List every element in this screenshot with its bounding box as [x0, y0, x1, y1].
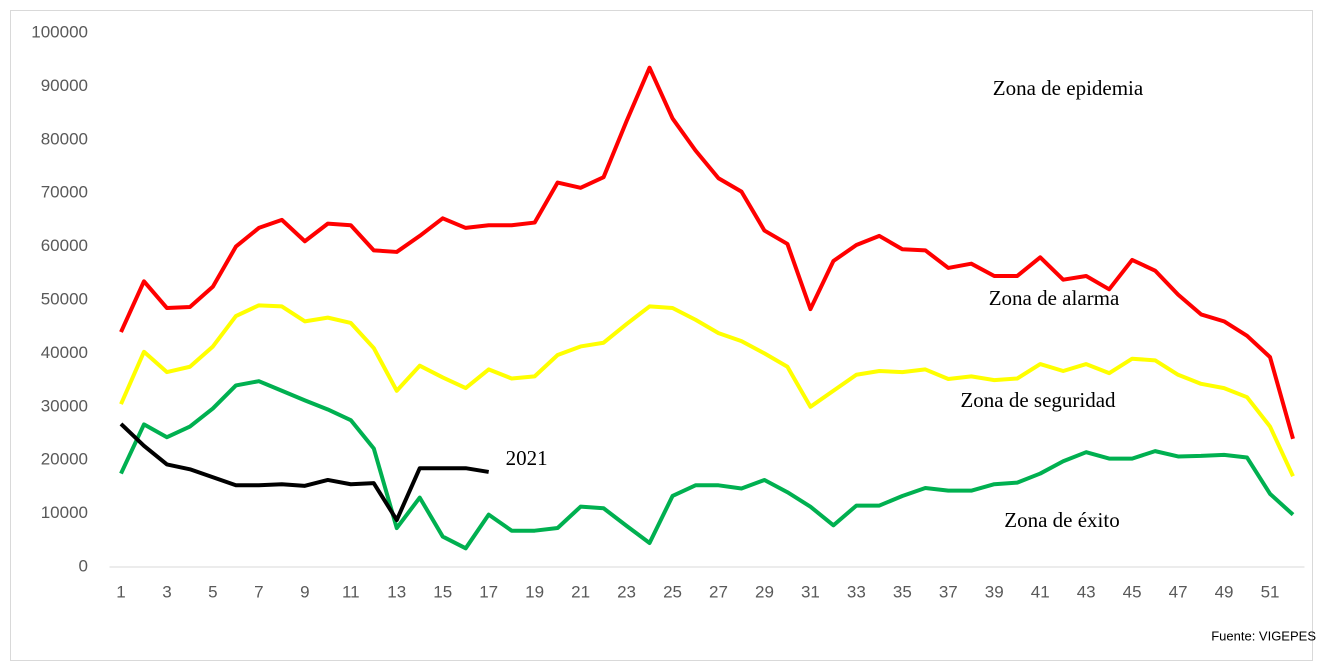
x-tick-label: 1	[116, 582, 125, 601]
y-tick-label: 10000	[41, 503, 88, 522]
y-tick-label: 30000	[41, 396, 88, 415]
x-tick-label: 35	[893, 582, 912, 601]
x-tick-label: 23	[617, 582, 636, 601]
x-tick-label: 41	[1031, 582, 1050, 601]
series-line	[119, 65, 1295, 440]
zone-label: Zona de epidemia	[993, 76, 1144, 100]
y-tick-label: 40000	[41, 343, 88, 362]
x-tick-label: 25	[663, 582, 682, 601]
x-tick-label: 51	[1261, 582, 1280, 601]
zone-label: Zona de éxito	[1004, 508, 1119, 532]
zone-label: Zona de seguridad	[960, 388, 1116, 412]
x-tick-label: 29	[755, 582, 774, 601]
y-tick-label: 90000	[41, 76, 88, 95]
x-tick-label: 11	[342, 582, 360, 601]
x-tick-label: 17	[479, 582, 498, 601]
series-line	[119, 422, 490, 523]
series-label: 2021	[506, 446, 548, 470]
chart-frame	[10, 10, 1313, 661]
x-tick-label: 7	[254, 582, 263, 601]
y-tick-label: 0	[79, 556, 88, 575]
zone-label: Zona de alarma	[989, 286, 1120, 310]
source: Fuente: VIGEPES	[1211, 628, 1316, 643]
y-tick-label: 80000	[41, 129, 88, 148]
x-tick-label: 31	[801, 582, 820, 601]
x-tick-label: 15	[433, 582, 452, 601]
x-tick-label: 43	[1077, 582, 1096, 601]
x-tick-label: 33	[847, 582, 866, 601]
x-tick-label: 45	[1123, 582, 1142, 601]
x-tick-label: 27	[709, 582, 728, 601]
y-tick-label: 100000	[31, 22, 88, 41]
series-line	[119, 303, 1295, 478]
x-tick-label: 3	[162, 582, 171, 601]
y-tick-label: 20000	[41, 450, 88, 469]
y-tick-label: 70000	[41, 183, 88, 202]
series-line	[119, 379, 1295, 551]
x-tick-label: 49	[1215, 582, 1234, 601]
x-tick-label: 47	[1169, 582, 1188, 601]
x-tick-label: 13	[387, 582, 406, 601]
x-tick-label: 19	[525, 582, 544, 601]
x-tick-label: 9	[300, 582, 309, 601]
x-tick-label: 21	[571, 582, 590, 601]
y-tick-label: 60000	[41, 236, 88, 255]
x-tick-label: 37	[939, 582, 958, 601]
x-tick-label: 5	[208, 582, 217, 601]
y-tick-label: 50000	[41, 289, 88, 308]
x-tick-label: 39	[985, 582, 1004, 601]
